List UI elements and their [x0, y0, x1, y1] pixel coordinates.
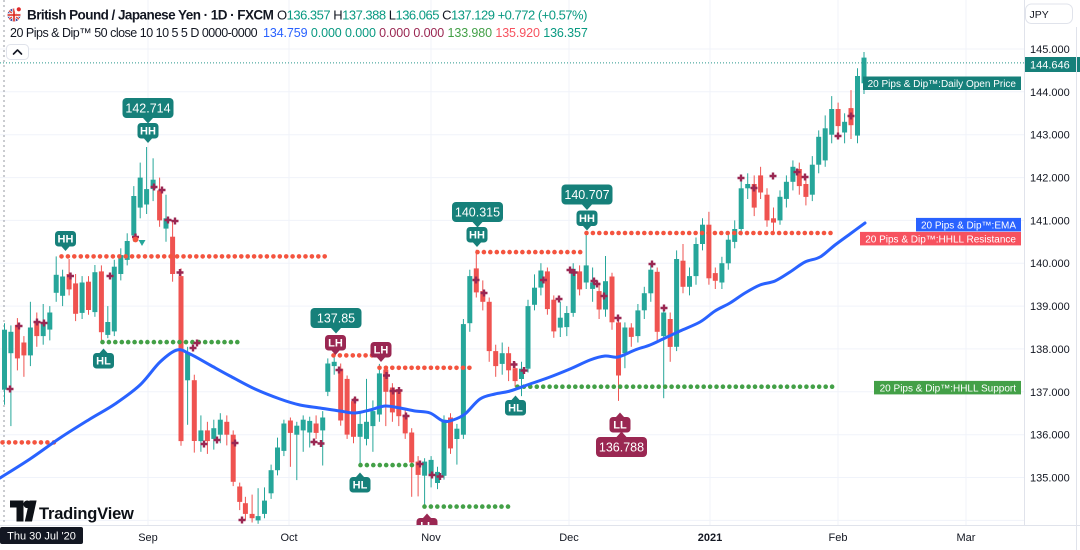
svg-text:Thu 30 Jul '20: Thu 30 Jul '20 [7, 531, 76, 543]
svg-text:HH: HH [58, 234, 74, 246]
svg-text:20 Pips & Dip™:EMA: 20 Pips & Dip™:EMA [921, 220, 1016, 231]
svg-text:136.000: 136.000 [1030, 430, 1070, 442]
svg-text:145.000: 145.000 [1030, 44, 1070, 56]
svg-text:Dec: Dec [559, 532, 579, 544]
svg-text:20 Pips & Dip™ 50 close 10 10: 20 Pips & Dip™ 50 close 10 10 5 5 D 0000… [10, 26, 258, 40]
svg-text:HH: HH [579, 213, 595, 225]
svg-text:HH: HH [469, 230, 485, 242]
svg-text:140.707: 140.707 [564, 188, 609, 202]
svg-text:O136.357 H137.388 L136.065 C13: O136.357 H137.388 L136.065 C137.129 +0.7… [277, 8, 587, 23]
svg-text:143.000: 143.000 [1030, 130, 1070, 142]
svg-text:JPY: JPY [1030, 9, 1049, 21]
svg-text:134.759 0.000 0.000 0.000 0.00: 134.759 0.000 0.000 0.000 0.000 133.980 … [263, 26, 588, 40]
svg-text:Nov: Nov [421, 532, 441, 544]
svg-text:140.315: 140.315 [455, 206, 500, 220]
svg-text:Feb: Feb [829, 532, 848, 544]
svg-text:137.85: 137.85 [317, 312, 355, 326]
svg-text:LL: LL [613, 420, 627, 432]
svg-text:HL: HL [353, 480, 368, 492]
svg-text:LH: LH [328, 338, 343, 350]
svg-text:HL: HL [508, 403, 523, 415]
svg-text:Sep: Sep [138, 532, 158, 544]
svg-text:140.000: 140.000 [1030, 258, 1070, 270]
svg-text:142.714: 142.714 [125, 102, 170, 116]
svg-text:20 Pips & Dip™:HHLL Support: 20 Pips & Dip™:HHLL Support [880, 383, 1017, 394]
svg-text:136.788: 136.788 [599, 441, 644, 455]
svg-text:135.000: 135.000 [1030, 473, 1070, 485]
svg-text:20 Pips & Dip™:HHLL Resistance: 20 Pips & Dip™:HHLL Resistance [865, 234, 1016, 245]
svg-text:20 Pips & Dip™:Daily Open Pric: 20 Pips & Dip™:Daily Open Price [868, 79, 1017, 90]
svg-text:British Pound / Japanese Yen ·: British Pound / Japanese Yen · 1D · FXCM [27, 8, 274, 23]
svg-text:Mar: Mar [957, 532, 976, 544]
svg-text:138.000: 138.000 [1030, 344, 1070, 356]
svg-text:139.000: 139.000 [1030, 301, 1070, 313]
svg-text:144.646: 144.646 [1030, 60, 1070, 72]
svg-text:141.000: 141.000 [1030, 215, 1070, 227]
svg-text:2021: 2021 [698, 532, 722, 544]
svg-text:HL: HL [96, 356, 111, 368]
svg-text:HH: HH [140, 126, 156, 138]
svg-text:Oct: Oct [280, 532, 297, 544]
svg-text:144.000: 144.000 [1030, 87, 1070, 99]
svg-text:137.000: 137.000 [1030, 387, 1070, 399]
svg-text:LH: LH [374, 345, 389, 357]
svg-text:142.000: 142.000 [1030, 173, 1070, 185]
svg-text:TradingView: TradingView [39, 505, 134, 523]
